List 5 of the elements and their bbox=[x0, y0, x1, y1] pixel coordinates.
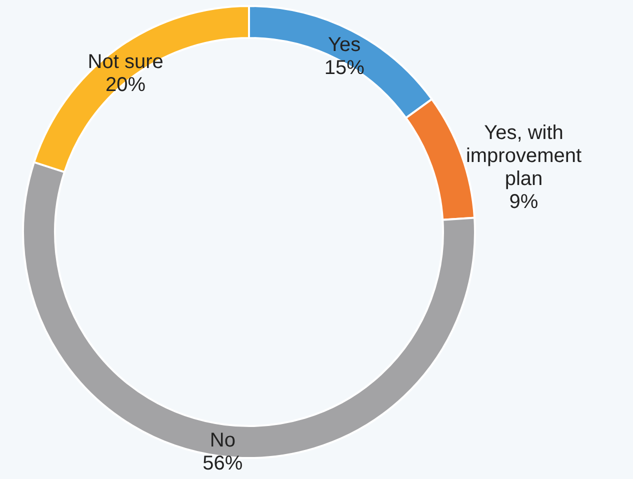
data-label: 56% bbox=[202, 452, 243, 474]
slice-label: Yes, with improvement plan bbox=[466, 122, 582, 190]
slice-label: Yes bbox=[328, 34, 361, 56]
slice-label: No bbox=[210, 429, 236, 452]
data-label: 9% bbox=[509, 191, 538, 214]
